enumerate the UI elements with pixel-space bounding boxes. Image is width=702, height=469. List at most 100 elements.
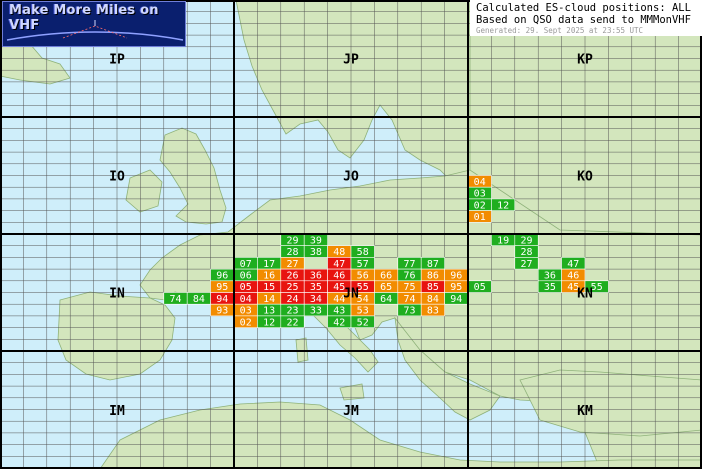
locator-square-JN16[interactable]: 16 xyxy=(257,268,282,281)
locator-square-JN53[interactable]: 53 xyxy=(350,303,375,317)
locator-square-JN84[interactable]: 84 xyxy=(420,292,445,305)
locator-square-IN74[interactable]: 74 xyxy=(163,292,188,305)
locator-square-JN65[interactable]: 65 xyxy=(374,280,399,293)
locator-square-JN43[interactable]: 43 xyxy=(327,303,352,317)
locator-square-KN28[interactable]: 28 xyxy=(514,245,539,258)
square-number: 76 xyxy=(403,270,415,281)
locator-square-JN74[interactable]: 74 xyxy=(397,292,422,305)
locator-square-JN47[interactable]: 47 xyxy=(327,257,352,270)
locator-square-JN75[interactable]: 75 xyxy=(397,280,422,293)
locator-square-JN22[interactable]: 22 xyxy=(280,315,305,328)
locator-square-JN85[interactable]: 85 xyxy=(420,280,445,293)
locator-square-JN34[interactable]: 34 xyxy=(303,292,328,305)
field-label-IM: IM xyxy=(109,404,125,419)
square-number: 33 xyxy=(310,306,322,317)
locator-square-KN36[interactable]: 36 xyxy=(537,268,562,281)
field-label-KN: KN xyxy=(577,287,593,302)
locator-square-JN77[interactable]: 77 xyxy=(397,257,422,270)
field-label-IP: IP xyxy=(109,53,125,68)
square-number: 12 xyxy=(497,200,509,211)
square-number: 13 xyxy=(263,306,275,317)
locator-square-JN23[interactable]: 23 xyxy=(280,303,305,317)
locator-square-JN38[interactable]: 38 xyxy=(303,245,328,258)
square-number: 75 xyxy=(403,282,415,293)
square-number: 57 xyxy=(357,259,369,270)
locator-square-JN05[interactable]: 05 xyxy=(233,280,258,293)
locator-square-JN25[interactable]: 25 xyxy=(280,280,305,293)
square-number: 04 xyxy=(240,294,252,305)
square-number: 46 xyxy=(567,270,579,281)
locator-square-KO03[interactable]: 03 xyxy=(467,186,492,200)
square-number: 12 xyxy=(263,317,275,328)
locator-square-KN47[interactable]: 47 xyxy=(561,257,586,270)
locator-square-KN55[interactable]: 55 xyxy=(584,280,609,293)
square-number: 17 xyxy=(263,259,275,270)
square-number: 45 xyxy=(567,282,579,293)
locator-square-KO12[interactable]: 12 xyxy=(491,198,516,211)
square-number: 02 xyxy=(474,200,486,211)
locator-square-JN26[interactable]: 26 xyxy=(280,268,305,281)
locator-square-JN35[interactable]: 35 xyxy=(303,280,328,293)
locator-square-IN95[interactable]: 95 xyxy=(210,280,235,293)
logo-text: Make More Miles on VHF xyxy=(9,3,159,33)
locator-square-IN84[interactable]: 84 xyxy=(186,292,211,305)
locator-square-JN46[interactable]: 46 xyxy=(327,268,352,281)
locator-square-KN27[interactable]: 27 xyxy=(514,257,539,270)
locator-square-KO01[interactable]: 01 xyxy=(467,210,492,223)
locator-square-JN24[interactable]: 24 xyxy=(280,292,305,305)
locator-square-KN35[interactable]: 35 xyxy=(537,280,562,293)
locator-square-JN42[interactable]: 42 xyxy=(327,315,352,328)
square-number: 16 xyxy=(263,270,275,281)
locator-square-KN29[interactable]: 29 xyxy=(514,233,539,246)
locator-square-JN95[interactable]: 95 xyxy=(444,280,469,293)
locator-square-JN86[interactable]: 86 xyxy=(420,268,445,281)
locator-square-JN15[interactable]: 15 xyxy=(257,280,282,293)
locator-square-JN76[interactable]: 76 xyxy=(397,268,422,281)
field-label-KM: KM xyxy=(577,404,593,419)
locator-square-JN58[interactable]: 58 xyxy=(350,245,375,258)
locator-square-KO02[interactable]: 02 xyxy=(467,198,492,211)
locator-square-JN73[interactable]: 73 xyxy=(397,303,422,317)
locator-square-JN07[interactable]: 07 xyxy=(233,257,258,270)
locator-square-JN14[interactable]: 14 xyxy=(257,292,282,305)
square-number: 36 xyxy=(310,270,322,281)
locator-square-JN02[interactable]: 02 xyxy=(233,315,258,328)
locator-square-IN96[interactable]: 96 xyxy=(210,268,235,281)
locator-square-IN94[interactable]: 94 xyxy=(210,292,235,305)
locator-square-JN13[interactable]: 13 xyxy=(257,303,282,317)
locator-square-KO04[interactable]: 04 xyxy=(467,175,492,188)
locator-square-JN39[interactable]: 39 xyxy=(303,233,328,246)
locator-square-JN29[interactable]: 29 xyxy=(280,233,305,246)
locator-square-JN64[interactable]: 64 xyxy=(374,292,399,305)
locator-square-KN19[interactable]: 19 xyxy=(491,233,516,246)
locator-square-JN04[interactable]: 04 xyxy=(233,292,258,305)
square-number: 47 xyxy=(333,259,345,270)
locator-square-JN96[interactable]: 96 xyxy=(444,268,469,281)
locator-square-JN94[interactable]: 94 xyxy=(444,292,469,305)
square-number: 58 xyxy=(357,247,369,258)
locator-square-JN48[interactable]: 48 xyxy=(327,245,352,258)
locator-square-JN33[interactable]: 33 xyxy=(303,303,328,317)
locator-square-JN66[interactable]: 66 xyxy=(374,268,399,281)
locator-square-JN27[interactable]: 27 xyxy=(280,257,305,270)
mmmonvhf-logo[interactable]: Make More Miles on VHF xyxy=(2,1,186,47)
locator-square-JN87[interactable]: 87 xyxy=(420,257,445,270)
square-number: 05 xyxy=(240,282,252,293)
locator-square-JN56[interactable]: 56 xyxy=(350,268,375,281)
locator-square-JN06[interactable]: 06 xyxy=(233,268,258,281)
square-number: 06 xyxy=(240,270,252,281)
locator-square-IN93[interactable]: 93 xyxy=(210,303,235,317)
locator-square-JN28[interactable]: 28 xyxy=(280,245,305,258)
locator-square-JN57[interactable]: 57 xyxy=(350,257,375,270)
locator-square-JN36[interactable]: 36 xyxy=(303,268,328,281)
locator-square-JN17[interactable]: 17 xyxy=(257,257,282,270)
locator-square-JN83[interactable]: 83 xyxy=(420,303,445,317)
square-number: 43 xyxy=(333,306,345,317)
locator-square-KN46[interactable]: 46 xyxy=(561,268,586,281)
locator-square-JN52[interactable]: 52 xyxy=(350,315,375,328)
square-number: 54 xyxy=(357,294,369,305)
locator-square-JN03[interactable]: 03 xyxy=(233,303,258,317)
locator-square-JN12[interactable]: 12 xyxy=(257,315,282,328)
locator-square-KN05[interactable]: 05 xyxy=(467,280,492,293)
